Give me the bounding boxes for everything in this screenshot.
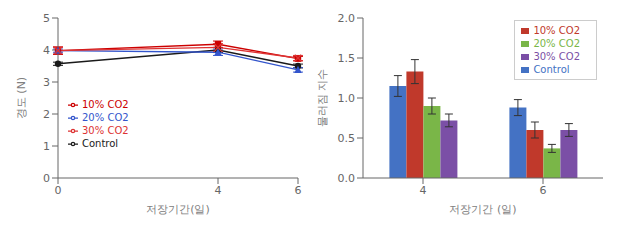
html-text:Control: Control <box>533 64 570 75</box>
html-text:Control: Control <box>82 138 119 149</box>
html-text:10% CO2: 10% CO2 <box>82 99 129 110</box>
svg-text:0.0: 0.0 <box>338 172 356 185</box>
html-text:20% CO2: 20% CO2 <box>82 112 129 123</box>
svg-text:1: 1 <box>43 140 50 153</box>
svg-text:물러짐 지수: 물러짐 지수 <box>316 69 329 128</box>
svg-text:2: 2 <box>43 108 50 121</box>
html-text:30% CO2: 30% CO2 <box>82 125 129 136</box>
svg-text:4: 4 <box>43 44 50 57</box>
html-text:20% CO2: 20% CO2 <box>533 38 580 49</box>
svg-text:6: 6 <box>295 184 302 197</box>
svg-text:저장기간 (일): 저장기간 (일) <box>449 203 516 216</box>
svg-text:0.5: 0.5 <box>338 132 356 145</box>
svg-text:저장기간(일): 저장기간(일) <box>146 203 210 216</box>
svg-text:0: 0 <box>55 184 62 197</box>
svg-text:1.5: 1.5 <box>338 52 356 65</box>
svg-text:3: 3 <box>43 76 50 89</box>
svg-text:2.0: 2.0 <box>338 12 356 25</box>
svg-text:1.0: 1.0 <box>338 92 356 105</box>
svg-text:4: 4 <box>215 184 222 197</box>
svg-text:5: 5 <box>43 12 50 25</box>
svg-text:4: 4 <box>420 184 427 197</box>
svg-text:경도 (N): 경도 (N) <box>15 77 28 119</box>
svg-text:0: 0 <box>43 172 50 185</box>
html-text:10% CO2: 10% CO2 <box>533 25 580 36</box>
svg-text:6: 6 <box>540 184 547 197</box>
html-text:30% CO2: 30% CO2 <box>533 51 580 62</box>
